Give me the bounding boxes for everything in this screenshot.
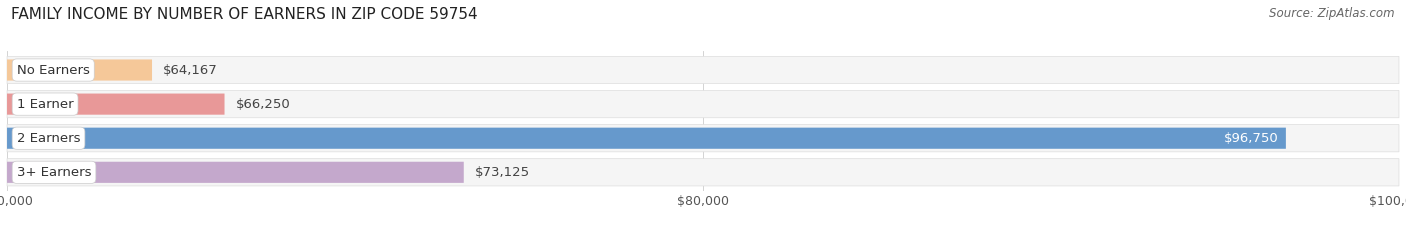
FancyBboxPatch shape — [7, 59, 152, 81]
Text: $73,125: $73,125 — [475, 166, 530, 179]
FancyBboxPatch shape — [7, 90, 1399, 118]
Text: $66,250: $66,250 — [236, 98, 291, 111]
Text: 1 Earner: 1 Earner — [17, 98, 73, 111]
Text: $96,750: $96,750 — [1225, 132, 1279, 145]
Text: 2 Earners: 2 Earners — [17, 132, 80, 145]
Text: FAMILY INCOME BY NUMBER OF EARNERS IN ZIP CODE 59754: FAMILY INCOME BY NUMBER OF EARNERS IN ZI… — [11, 7, 478, 22]
FancyBboxPatch shape — [7, 128, 1286, 149]
Text: $64,167: $64,167 — [163, 64, 218, 76]
FancyBboxPatch shape — [7, 56, 1399, 84]
FancyBboxPatch shape — [7, 125, 1399, 152]
FancyBboxPatch shape — [7, 162, 464, 183]
Text: 3+ Earners: 3+ Earners — [17, 166, 91, 179]
FancyBboxPatch shape — [7, 93, 225, 115]
Text: No Earners: No Earners — [17, 64, 90, 76]
Text: Source: ZipAtlas.com: Source: ZipAtlas.com — [1270, 7, 1395, 20]
FancyBboxPatch shape — [7, 159, 1399, 186]
